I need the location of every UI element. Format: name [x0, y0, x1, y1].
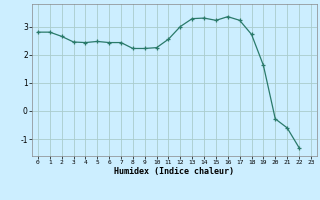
X-axis label: Humidex (Indice chaleur): Humidex (Indice chaleur): [115, 167, 234, 176]
